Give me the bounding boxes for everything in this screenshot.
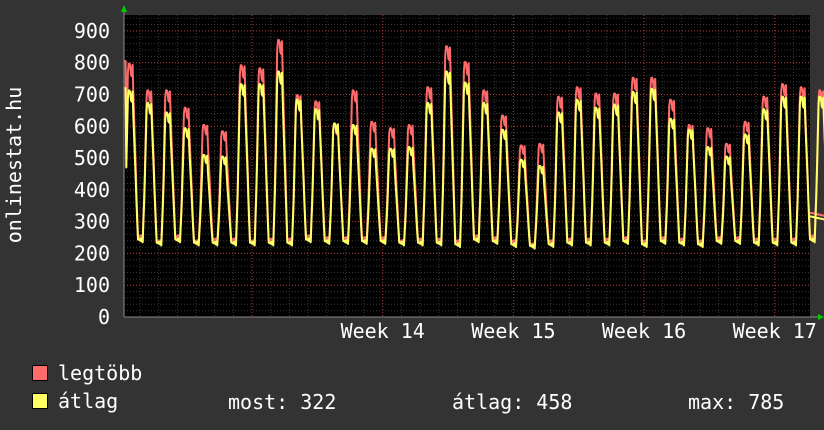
x-tick-label: Week 16 — [602, 319, 686, 343]
tick-labels: 0 100 200 300 400 500 600 700 800 900 Week 14 Week … — [74, 19, 817, 343]
y-tick-label: 700 — [74, 82, 110, 106]
y-tick-label: 200 — [74, 241, 110, 265]
stat-current: most: 322 — [228, 390, 337, 414]
x-axis-arrow-icon — [818, 314, 824, 320]
x-tick-label: Week 15 — [471, 319, 555, 343]
axes — [121, 5, 824, 320]
stat-max: max: 785 — [688, 390, 785, 414]
y-tick-label: 600 — [74, 114, 110, 138]
series-line-atlag — [123, 70, 824, 250]
y-tick-label: 400 — [74, 178, 110, 202]
y-axis-label: onlinestat.hu — [2, 86, 26, 244]
y-tick-label: 500 — [74, 146, 110, 170]
stat-average: átlag: 458 — [452, 390, 573, 414]
y-tick-label: 0 — [98, 305, 110, 329]
legend-label-atlag: átlag — [58, 389, 119, 413]
legend-swatch-legtobb — [32, 365, 48, 381]
y-tick-label: 900 — [74, 19, 110, 43]
legend-item-legtobb: legtöbb — [32, 361, 143, 385]
y-axis-arrow-icon — [121, 5, 127, 12]
y-tick-label: 100 — [74, 273, 110, 297]
x-tick-label: Week 17 — [733, 319, 817, 343]
legend-label-legtobb: legtöbb — [58, 361, 143, 385]
legend-item-atlag: átlag — [32, 389, 119, 413]
y-tick-label: 800 — [74, 51, 110, 75]
legend-swatch-atlag — [32, 393, 48, 409]
series-layer — [123, 39, 824, 250]
y-tick-label: 300 — [74, 210, 110, 234]
x-tick-label: Week 14 — [341, 319, 425, 343]
